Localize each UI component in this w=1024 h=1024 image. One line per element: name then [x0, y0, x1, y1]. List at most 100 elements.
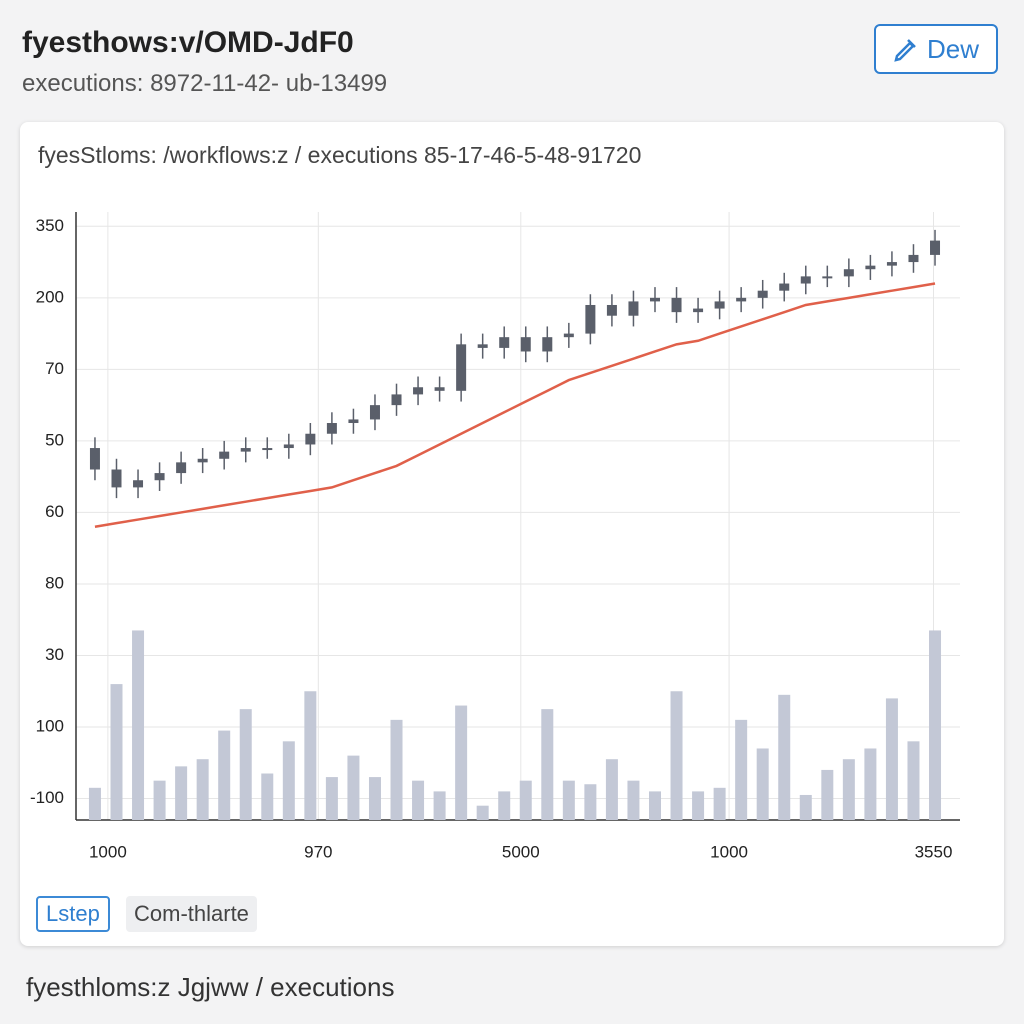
- volume-bar: [476, 805, 489, 820]
- candle-body: [606, 304, 617, 316]
- volume-bar: [670, 691, 683, 820]
- candle-body: [563, 333, 574, 338]
- volume-bar: [885, 698, 898, 820]
- candle-body: [757, 290, 768, 298]
- footer-text: fyesthloms:z Jgjww / executions: [26, 972, 395, 1002]
- y-tick-label: 200: [36, 287, 64, 306]
- volume-bar: [88, 787, 101, 820]
- button-label: Dew: [926, 33, 979, 64]
- volume-bar: [455, 705, 468, 820]
- volume-bar: [541, 709, 554, 820]
- volume-bar: [821, 769, 834, 820]
- volume-bar: [713, 787, 726, 820]
- candle-body: [176, 462, 187, 474]
- candle-body: [456, 344, 467, 391]
- volume-bar: [799, 794, 812, 820]
- candle-body: [865, 265, 876, 270]
- volume-bar: [605, 759, 618, 820]
- volume-bar: [756, 748, 769, 820]
- x-tick-label: 3550: [915, 842, 953, 861]
- volume-bar: [778, 694, 791, 820]
- volume-bar: [175, 766, 188, 820]
- candle-body: [348, 419, 359, 424]
- volume-bar: [692, 791, 705, 820]
- page-subtitle: executions: 8972-11-42- ub-13499: [22, 70, 388, 97]
- candle-body: [369, 405, 380, 420]
- volume-bar: [864, 748, 877, 820]
- volume-bar: [929, 630, 942, 820]
- candle-body: [714, 301, 725, 309]
- candle-body: [693, 308, 704, 313]
- x-tick-label: 1000: [89, 842, 127, 861]
- volume-bar: [390, 719, 403, 820]
- candle-body: [111, 469, 122, 488]
- candle-body: [736, 297, 747, 302]
- candle-body: [822, 276, 833, 279]
- y-tick-label: 30: [45, 645, 64, 664]
- volume-bar: [325, 777, 338, 820]
- candle-body: [520, 337, 531, 352]
- candle-body: [133, 480, 144, 488]
- edit-button[interactable]: Dew: [874, 24, 998, 74]
- candle-body: [283, 444, 294, 449]
- chart: -100 100 30 80 60 50 70 200 350 1000 970 5000 1000 35…: [30, 212, 960, 861]
- candle-body: [800, 276, 811, 284]
- candle-body: [585, 304, 596, 334]
- template-chip[interactable]: Com-thlarte: [126, 896, 257, 932]
- volume-bar: [519, 780, 532, 820]
- candle-body: [89, 448, 100, 470]
- step-button[interactable]: Lstep: [36, 896, 110, 932]
- volume-bar: [907, 741, 920, 820]
- candle-body: [154, 473, 165, 481]
- candle-body: [262, 448, 273, 451]
- volume-bar: [433, 791, 446, 820]
- volume-bar: [627, 780, 640, 820]
- candle-body: [649, 297, 660, 302]
- volume-bar: [498, 791, 511, 820]
- candle-body: [219, 451, 230, 459]
- trend-line: [94, 282, 936, 528]
- candle-body: [305, 433, 316, 445]
- card-heading: fyesStloms: /workflows:z / executions 85…: [38, 142, 642, 168]
- volume-bar: [196, 759, 209, 820]
- candle-body: [391, 394, 402, 406]
- volume-bar: [218, 730, 231, 820]
- volume-bar: [153, 780, 166, 820]
- edit-icon: [894, 39, 916, 62]
- candle-body: [542, 337, 553, 352]
- volume-bar: [368, 777, 381, 820]
- candle-body: [886, 262, 897, 266]
- volume-bar: [261, 773, 274, 820]
- candle-body: [326, 423, 337, 434]
- candle-body: [499, 337, 510, 348]
- x-tick-label: 1000: [710, 842, 748, 861]
- candle-body: [434, 387, 445, 391]
- volume-bar: [562, 780, 575, 820]
- candle-body: [843, 269, 854, 277]
- volume-bar: [412, 780, 425, 820]
- y-tick-label: 100: [36, 716, 64, 735]
- y-tick-label: 50: [45, 430, 64, 449]
- volume-bar: [282, 741, 295, 820]
- candle-body: [779, 283, 790, 291]
- candle-body: [413, 387, 424, 395]
- y-tick-label: 70: [45, 359, 64, 378]
- y-tick-label: 60: [45, 502, 64, 521]
- volume-bar: [347, 755, 360, 820]
- y-tick-label: 350: [36, 216, 64, 235]
- x-tick-label: 5000: [502, 842, 540, 861]
- y-tick-label: 80: [45, 573, 64, 592]
- volume-bar: [239, 709, 252, 820]
- y-tick-label: -100: [30, 788, 64, 807]
- candle-body: [930, 240, 941, 255]
- candle-body: [477, 344, 488, 348]
- x-tick-label: 970: [304, 842, 332, 861]
- volume-bar: [584, 784, 597, 820]
- candle-body: [628, 301, 639, 316]
- volume-bar: [648, 791, 661, 820]
- volume-bar: [735, 719, 748, 820]
- volume-bar: [842, 759, 855, 820]
- page-title: fyesthows:v/OMD-JdF0: [22, 26, 354, 59]
- volume-bar: [132, 630, 145, 820]
